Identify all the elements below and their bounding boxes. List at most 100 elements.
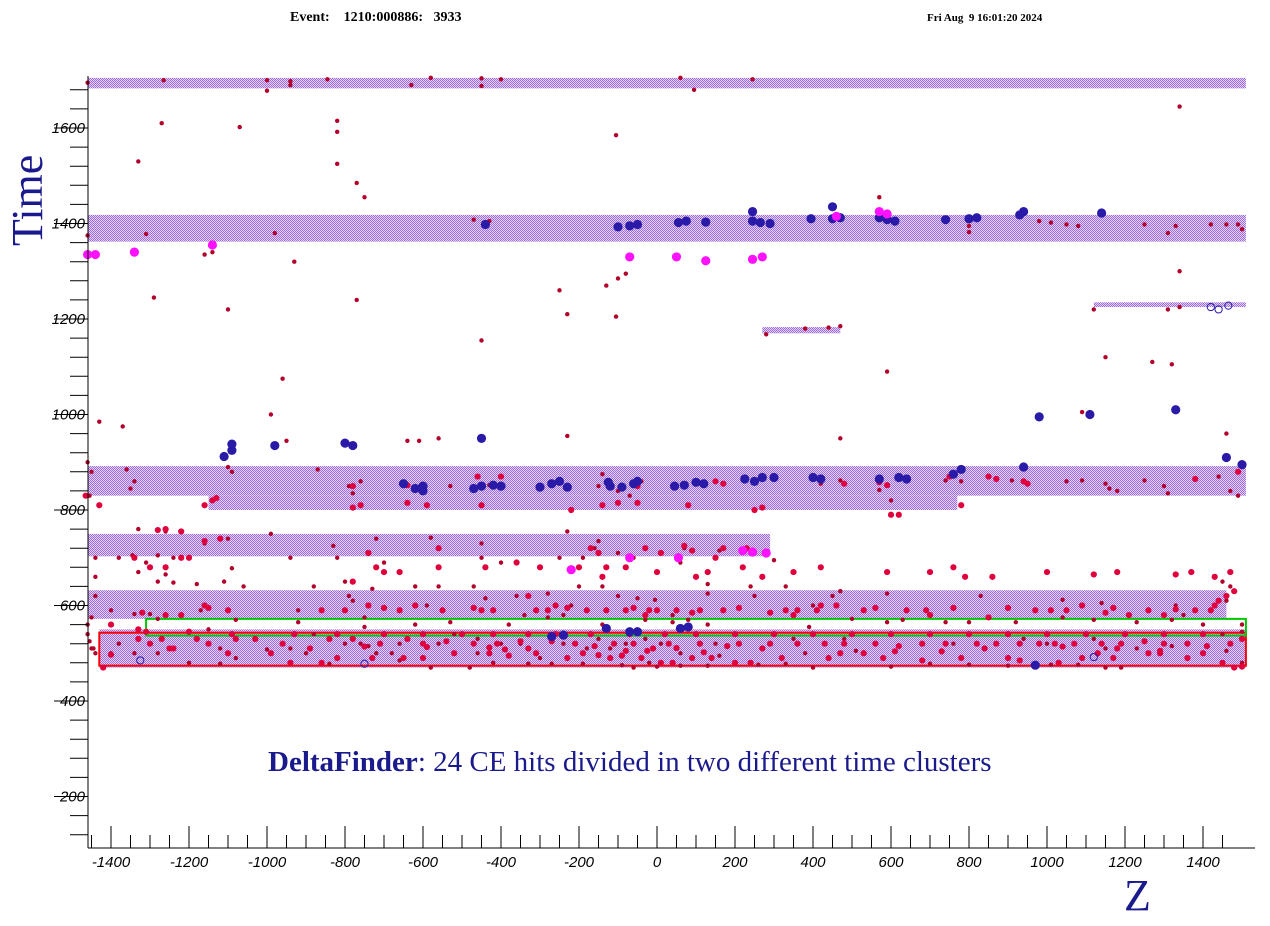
hits-marker [389,651,394,656]
hits-marker [162,526,169,533]
hits-marker [1048,220,1054,225]
hits-marker [678,651,683,656]
hits-marker [813,607,821,614]
hits-marker [1114,568,1121,576]
hits-marker [451,650,458,657]
hits-marker [600,471,605,477]
ce-hits-marker [874,474,884,484]
hits-marker [627,493,632,498]
hits-marker [1145,650,1152,657]
hits-marker [810,603,816,608]
hits-marker [993,640,1000,647]
event-label: Event: 1210:000886: 3933 [290,10,462,25]
hits-marker [471,584,476,589]
hits-marker [615,550,621,556]
hits-marker [424,603,430,608]
ce-hits-marker [554,476,565,486]
ce-hits-marker [679,480,689,490]
hits-marker [576,584,582,589]
hits-marker [218,646,223,651]
hits-marker [331,543,336,549]
y-tick-label: 1000 [52,407,86,424]
hits-marker [630,640,637,647]
hits-marker [647,660,652,665]
hits-marker [1177,104,1182,109]
hits-marker [810,665,816,670]
hits-marker [107,621,115,628]
hits-marker [381,560,387,565]
unused-hits-marker [1224,301,1233,310]
hits-marker [1211,573,1218,580]
hits-marker [691,87,697,93]
hits-marker [1063,607,1070,614]
hits-marker [522,612,527,618]
hits-marker [564,654,571,662]
hits-marker [942,640,949,647]
hits-marker [116,641,122,646]
x-tick-label: 0 [653,854,662,871]
hits-marker [1224,648,1229,654]
hits-marker [735,604,743,611]
hits-marker [193,635,200,643]
hits-marker [614,499,622,506]
hits-marker [166,645,173,652]
hits-marker [288,82,293,88]
hits-marker [635,596,640,601]
hits-marker [884,369,890,374]
hits-marker [747,659,754,666]
hits-marker [903,607,910,614]
hits-marker [491,660,496,665]
hits-marker [525,645,532,652]
hits-marker [630,604,637,611]
hits-marker [194,581,199,587]
hits-marker [365,602,372,609]
y-axis-label: Time [3,154,52,246]
hits-marker [517,638,524,645]
hits-marker [412,602,419,609]
hits-marker [147,611,153,617]
hits-marker [1004,631,1012,638]
hits-marker [400,654,407,662]
hits-marker [831,211,842,221]
hits-marker [877,487,882,493]
hits-marker [884,482,891,489]
hits-marker [380,631,388,638]
hits-marker [587,631,594,638]
hits-marker [1024,480,1031,487]
ce-hits-marker [632,219,643,230]
hits-marker [764,332,769,337]
hits-marker [479,83,484,89]
hits-marker [670,620,675,625]
hits-marker [1235,493,1241,498]
hits-marker [658,641,664,646]
hits-marker [634,499,641,506]
hits-marker [838,436,843,441]
hits-marker [100,664,107,671]
hits-marker [296,620,301,625]
hits-marker [580,555,586,560]
hits-marker [625,553,635,563]
hits-marker [1094,650,1101,657]
hits-marker [872,640,879,647]
hits-marker [622,647,629,654]
hits-marker [1079,409,1085,415]
ce-hits-marker [605,481,615,491]
hits-marker [108,608,114,613]
x-tick-label: 1400 [1186,854,1220,871]
hits-marker [349,504,356,511]
hits-marker [841,640,848,647]
unused-hits-marker [1206,302,1215,312]
hits-marker [1199,631,1207,638]
ce-hits-marker [469,483,479,494]
hits-marker [545,615,550,620]
hits-marker [213,494,220,502]
hits-marker [794,607,801,614]
hits-marker [93,651,98,656]
hits-marker [817,564,824,571]
hits-marker [404,635,411,643]
hits-marker [595,549,602,557]
hits-marker [1098,640,1105,647]
hits-marker [443,638,450,645]
hits-marker [280,376,285,381]
hits-marker [482,564,489,571]
